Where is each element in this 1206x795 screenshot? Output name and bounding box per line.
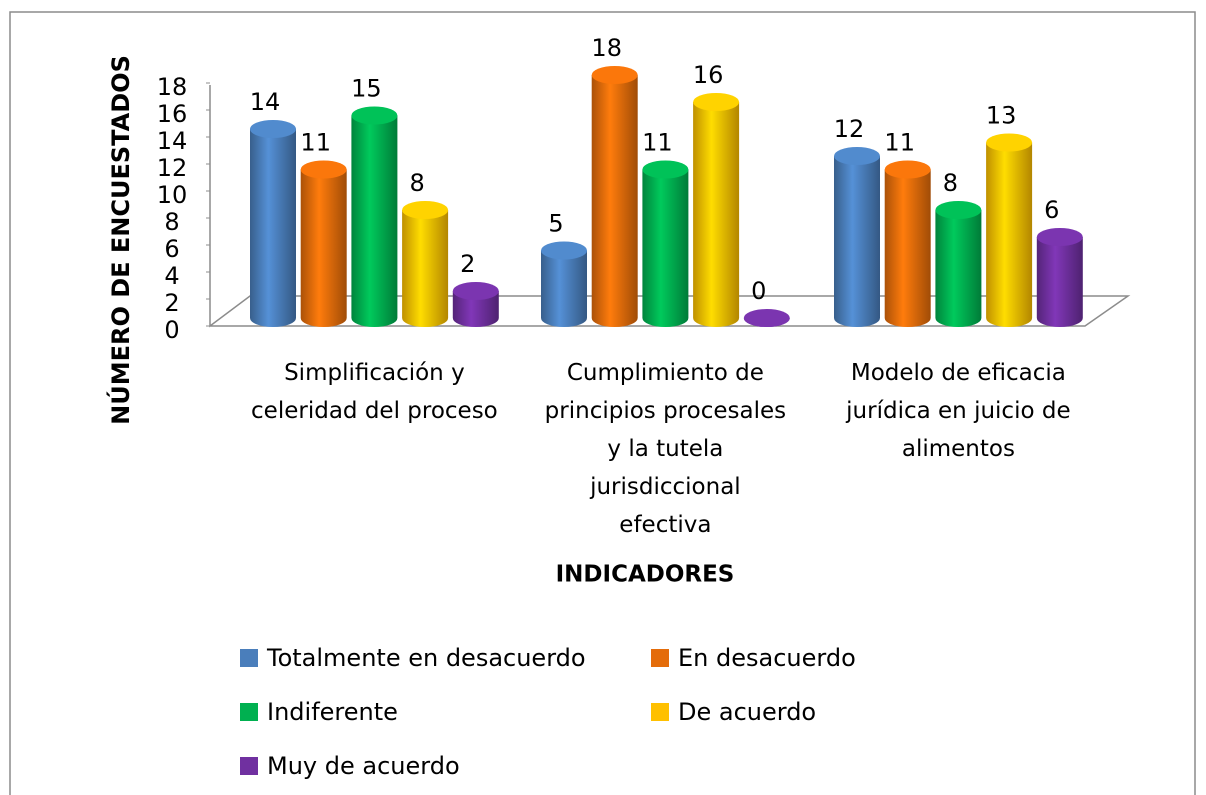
- data-label: 8: [409, 169, 424, 197]
- bar: [351, 106, 398, 327]
- y-tick-label: 2: [164, 289, 179, 317]
- legend-label: Muy de acuerdo: [267, 752, 460, 780]
- bar: [452, 282, 499, 327]
- bar: [402, 201, 449, 327]
- x-tick-label: Modelo de eficacia jurídica en juicio de…: [846, 360, 1071, 462]
- data-label: 11: [642, 129, 673, 157]
- data-label: 2: [460, 250, 475, 278]
- bar: [250, 120, 296, 327]
- bar: [884, 160, 931, 327]
- bar-body: [351, 115, 398, 327]
- legend-label: De acuerdo: [678, 698, 816, 726]
- floor: [209, 85, 1131, 328]
- bar-top: [250, 120, 296, 138]
- bar-body: [1036, 237, 1083, 327]
- bar-top: [743, 309, 790, 327]
- category-label: Cumplimiento de principios procesales y …: [544, 360, 787, 538]
- bar-top: [935, 201, 982, 219]
- data-label: 6: [1044, 196, 1059, 224]
- data-label: 14: [250, 88, 281, 116]
- bar-top: [402, 201, 449, 219]
- bar-body: [693, 102, 740, 327]
- x-tick-label: Cumplimiento de principios procesales y …: [544, 360, 787, 538]
- bar-top: [642, 160, 689, 179]
- data-label: 11: [300, 129, 331, 157]
- legend-swatch: [240, 703, 258, 721]
- bar-top: [591, 66, 638, 84]
- bar-body: [986, 142, 1033, 327]
- legend-swatch: [240, 757, 258, 775]
- data-label: 15: [351, 75, 382, 103]
- y-tick-label: 4: [164, 262, 179, 290]
- y-tick-label: 14: [157, 127, 188, 155]
- category-label: Simplificación y celeridad del proceso: [251, 360, 498, 424]
- bar-top: [884, 160, 931, 179]
- bar: [541, 241, 587, 327]
- bar-body: [452, 291, 499, 327]
- bar-top: [300, 160, 347, 179]
- legend-swatch: [240, 649, 258, 667]
- y-tick-label: 18: [157, 73, 188, 101]
- y-tick-label: 12: [157, 154, 188, 182]
- legend-swatch: [651, 703, 669, 721]
- bar-top: [834, 147, 880, 165]
- bar-top: [986, 133, 1033, 152]
- bar-body: [300, 169, 347, 327]
- bar-top: [452, 282, 499, 300]
- bar-body: [834, 156, 880, 327]
- bar-body: [250, 129, 296, 327]
- legend-label: Totalmente en desacuerdo: [266, 644, 586, 672]
- bar-top: [1036, 228, 1083, 246]
- data-label: 11: [884, 129, 915, 157]
- bar: [693, 93, 740, 327]
- y-tick-label: 10: [157, 181, 188, 209]
- bar-top: [541, 241, 587, 260]
- bar-body: [591, 75, 638, 327]
- legend-swatch: [651, 649, 669, 667]
- chart-border: [9, 11, 1196, 795]
- bar: [1036, 228, 1083, 327]
- bar: [935, 201, 982, 327]
- bar: [743, 309, 790, 327]
- y-tick-label: 8: [164, 208, 179, 236]
- category-label: Modelo de eficacia jurídica en juicio de…: [846, 360, 1071, 462]
- bar-top: [693, 93, 740, 111]
- y-axis-label: NÚMERO DE ENCUESTADOS: [105, 55, 135, 425]
- x-tick-label: Simplificación y celeridad del proceso: [251, 360, 498, 424]
- data-label: 12: [834, 115, 865, 143]
- bar-body: [402, 210, 449, 327]
- x-axis-label: INDICADORES: [556, 562, 735, 588]
- y-tick-label: 6: [164, 235, 179, 263]
- bar-body: [884, 169, 931, 327]
- bar: [986, 133, 1033, 327]
- data-label: 8: [943, 169, 958, 197]
- bar: [300, 160, 347, 327]
- data-label: 0: [751, 277, 766, 305]
- legend-label: Indiferente: [267, 698, 398, 726]
- bar-body: [541, 250, 587, 327]
- y-tick-label: 0: [164, 316, 179, 344]
- data-label: 18: [591, 34, 622, 62]
- legend-label: En desacuerdo: [678, 644, 856, 672]
- bar-top: [351, 106, 398, 125]
- bar-body: [935, 210, 982, 327]
- data-label: 5: [548, 210, 563, 238]
- bar: [642, 160, 689, 327]
- bar-body: [642, 169, 689, 327]
- data-label: 13: [986, 102, 1017, 130]
- data-label: 16: [693, 61, 724, 89]
- bar: [834, 147, 880, 327]
- y-tick-label: 16: [157, 100, 188, 128]
- bar: [591, 66, 638, 327]
